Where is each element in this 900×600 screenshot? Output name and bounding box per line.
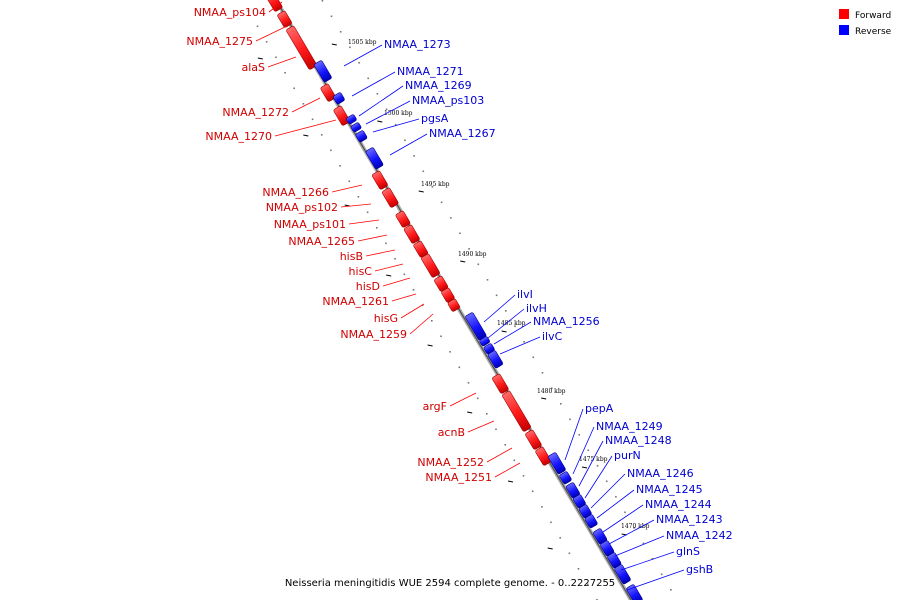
reverse-gene[interactable]: [548, 452, 566, 475]
reverse-gene[interactable]: [479, 336, 490, 347]
kbp-tick-label: 1470 kbp: [621, 523, 650, 530]
reverse-gene-label[interactable]: NMAA_1242: [666, 529, 733, 542]
forward-gene-label[interactable]: hisG: [374, 312, 398, 325]
reverse-gene-label[interactable]: NMAA_1249: [596, 420, 663, 433]
reverse-gene-label[interactable]: NMAA_1269: [405, 79, 472, 92]
forward-gene-label[interactable]: NMAA_ps104: [194, 6, 266, 19]
forward-gene-label[interactable]: NMAA_1261: [322, 295, 389, 308]
reverse-gene-label[interactable]: NMAA_1248: [605, 434, 672, 447]
forward-gene-label[interactable]: NMAA_1266: [262, 186, 329, 199]
reverse-gene-label[interactable]: NMAA_1244: [645, 498, 712, 511]
legend-forward-swatch: [839, 9, 849, 19]
forward-gene[interactable]: [525, 429, 542, 450]
kbp-tick-label: 1505 kbp: [348, 39, 377, 46]
legend-reverse-label: Reverse: [855, 27, 892, 37]
forward-gene-label[interactable]: argF: [423, 400, 447, 413]
forward-gene-label[interactable]: NMAA_1251: [425, 471, 492, 484]
reverse-gene-label[interactable]: ilvH: [526, 302, 547, 315]
forward-gene[interactable]: [286, 25, 317, 70]
forward-gene-label[interactable]: NMAA_ps101: [274, 218, 346, 231]
forward-gene[interactable]: [421, 253, 441, 278]
reverse-gene-label[interactable]: ilvI: [517, 288, 533, 301]
spacer-dots: [247, 0, 672, 600]
reverse-gene[interactable]: [487, 350, 503, 369]
reverse-gene[interactable]: [584, 514, 598, 529]
forward-gene-label[interactable]: NMAA_1275: [186, 35, 253, 48]
reverse-gene[interactable]: [314, 60, 332, 83]
reverse-gene[interactable]: [333, 92, 345, 105]
forward-gene-label[interactable]: NMAA_1252: [417, 456, 484, 469]
reverse-gene[interactable]: [346, 114, 357, 125]
forward-gene-label[interactable]: alaS: [241, 61, 265, 74]
gene-features: [264, 0, 643, 600]
reverse-gene-label[interactable]: glnS: [676, 545, 700, 558]
forward-gene-label[interactable]: hisC: [349, 265, 373, 278]
forward-gene-label[interactable]: NMAA_1272: [222, 106, 289, 119]
forward-gene-label[interactable]: hisB: [340, 250, 363, 263]
reverse-gene-label[interactable]: pepA: [585, 402, 614, 415]
kbp-ticks: 1505 kbp 1500 kbp 1495 kbp 1490 kbp 1485 kbp…: [257, 39, 650, 550]
kbp-tick-label: 1495 kbp: [421, 181, 450, 188]
forward-gene[interactable]: [403, 224, 421, 244]
gene-labels: NMAA_ps104 NMAA_1275 alaS NMAA_1272 NMAA_127…: [186, 6, 732, 576]
reverse-gene[interactable]: [350, 122, 362, 133]
reverse-gene-label[interactable]: NMAA_1271: [397, 65, 464, 78]
reverse-gene-label[interactable]: NMAA_1246: [627, 467, 694, 480]
genome-caption: Neisseria meningitidis WUE 2594 complete…: [284, 578, 616, 589]
forward-gene[interactable]: [264, 0, 283, 12]
reverse-gene-label[interactable]: NMAA_ps103: [412, 94, 484, 107]
reverse-gene-label[interactable]: NMAA_1267: [429, 127, 496, 140]
reverse-gene-label[interactable]: gshB: [686, 563, 713, 576]
forward-gene[interactable]: [395, 210, 411, 228]
kbp-tick-label: 1485 kbp: [497, 320, 526, 327]
legend-forward-label: Forward: [855, 11, 891, 21]
forward-gene-label[interactable]: NMAA_1259: [340, 328, 407, 341]
reverse-gene-label[interactable]: NMAA_1273: [384, 38, 451, 51]
forward-gene[interactable]: [502, 390, 532, 432]
forward-gene[interactable]: [333, 105, 350, 126]
reverse-gene-label[interactable]: NMAA_1245: [636, 483, 703, 496]
reverse-gene-label[interactable]: purN: [614, 449, 641, 462]
legend-reverse-swatch: [839, 25, 849, 35]
kbp-tick-label: 1490 kbp: [458, 251, 487, 258]
kbp-tick-label: 1500 kbp: [384, 110, 413, 117]
reverse-gene-label[interactable]: ilvC: [542, 330, 563, 343]
forward-gene-label[interactable]: hisD: [356, 280, 380, 293]
kbp-tick-label: 1480 kbp: [537, 388, 566, 395]
forward-gene-label[interactable]: NMAA_ps102: [266, 201, 338, 214]
reverse-gene-label[interactable]: pgsA: [421, 112, 449, 125]
forward-gene-label[interactable]: NMAA_1265: [288, 235, 355, 248]
reverse-gene-label[interactable]: NMAA_1256: [533, 315, 600, 328]
legend: Forward Reverse: [839, 9, 892, 37]
forward-gene[interactable]: [320, 83, 336, 102]
reverse-gene[interactable]: [365, 147, 384, 170]
forward-gene[interactable]: [277, 10, 292, 28]
reverse-gene[interactable]: [626, 584, 643, 600]
reverse-gene[interactable]: [614, 564, 631, 585]
forward-gene-label[interactable]: NMAA_1270: [205, 130, 272, 143]
forward-gene[interactable]: [372, 170, 389, 190]
reverse-gene-label[interactable]: NMAA_1243: [656, 513, 723, 526]
forward-gene[interactable]: [535, 446, 552, 466]
forward-gene[interactable]: [492, 373, 509, 394]
reverse-gene[interactable]: [355, 130, 368, 143]
forward-gene-label[interactable]: acnB: [438, 426, 465, 439]
forward-gene[interactable]: [447, 298, 460, 312]
reverse-gene[interactable]: [559, 471, 572, 485]
forward-gene[interactable]: [382, 187, 399, 208]
label-leaders: [255, 1, 685, 591]
